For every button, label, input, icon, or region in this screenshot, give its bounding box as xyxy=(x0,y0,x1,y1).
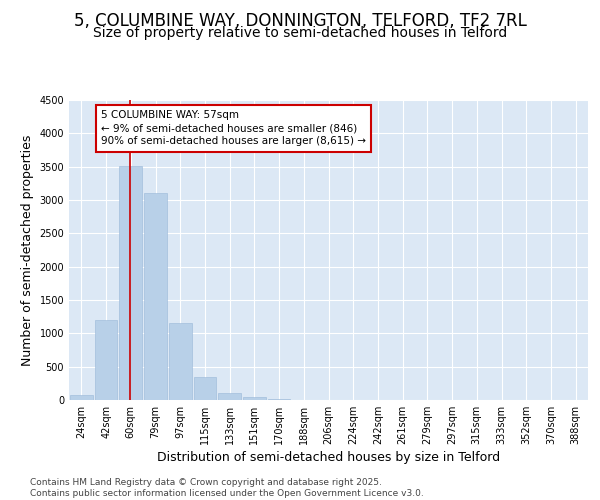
Bar xyxy=(218,392,241,400)
Text: 5 COLUMBINE WAY: 57sqm
← 9% of semi-detached houses are smaller (846)
90% of sem: 5 COLUMBINE WAY: 57sqm ← 9% of semi-deta… xyxy=(101,110,366,146)
Bar xyxy=(243,396,266,400)
Bar xyxy=(70,394,93,400)
Bar xyxy=(144,194,167,400)
Bar xyxy=(169,324,191,400)
Bar xyxy=(119,166,142,400)
Text: Size of property relative to semi-detached houses in Telford: Size of property relative to semi-detach… xyxy=(93,26,507,40)
Text: Contains HM Land Registry data © Crown copyright and database right 2025.
Contai: Contains HM Land Registry data © Crown c… xyxy=(30,478,424,498)
Bar xyxy=(95,320,118,400)
Bar xyxy=(194,378,216,400)
X-axis label: Distribution of semi-detached houses by size in Telford: Distribution of semi-detached houses by … xyxy=(157,451,500,464)
Text: 5, COLUMBINE WAY, DONNINGTON, TELFORD, TF2 7RL: 5, COLUMBINE WAY, DONNINGTON, TELFORD, T… xyxy=(74,12,526,30)
Y-axis label: Number of semi-detached properties: Number of semi-detached properties xyxy=(21,134,34,366)
